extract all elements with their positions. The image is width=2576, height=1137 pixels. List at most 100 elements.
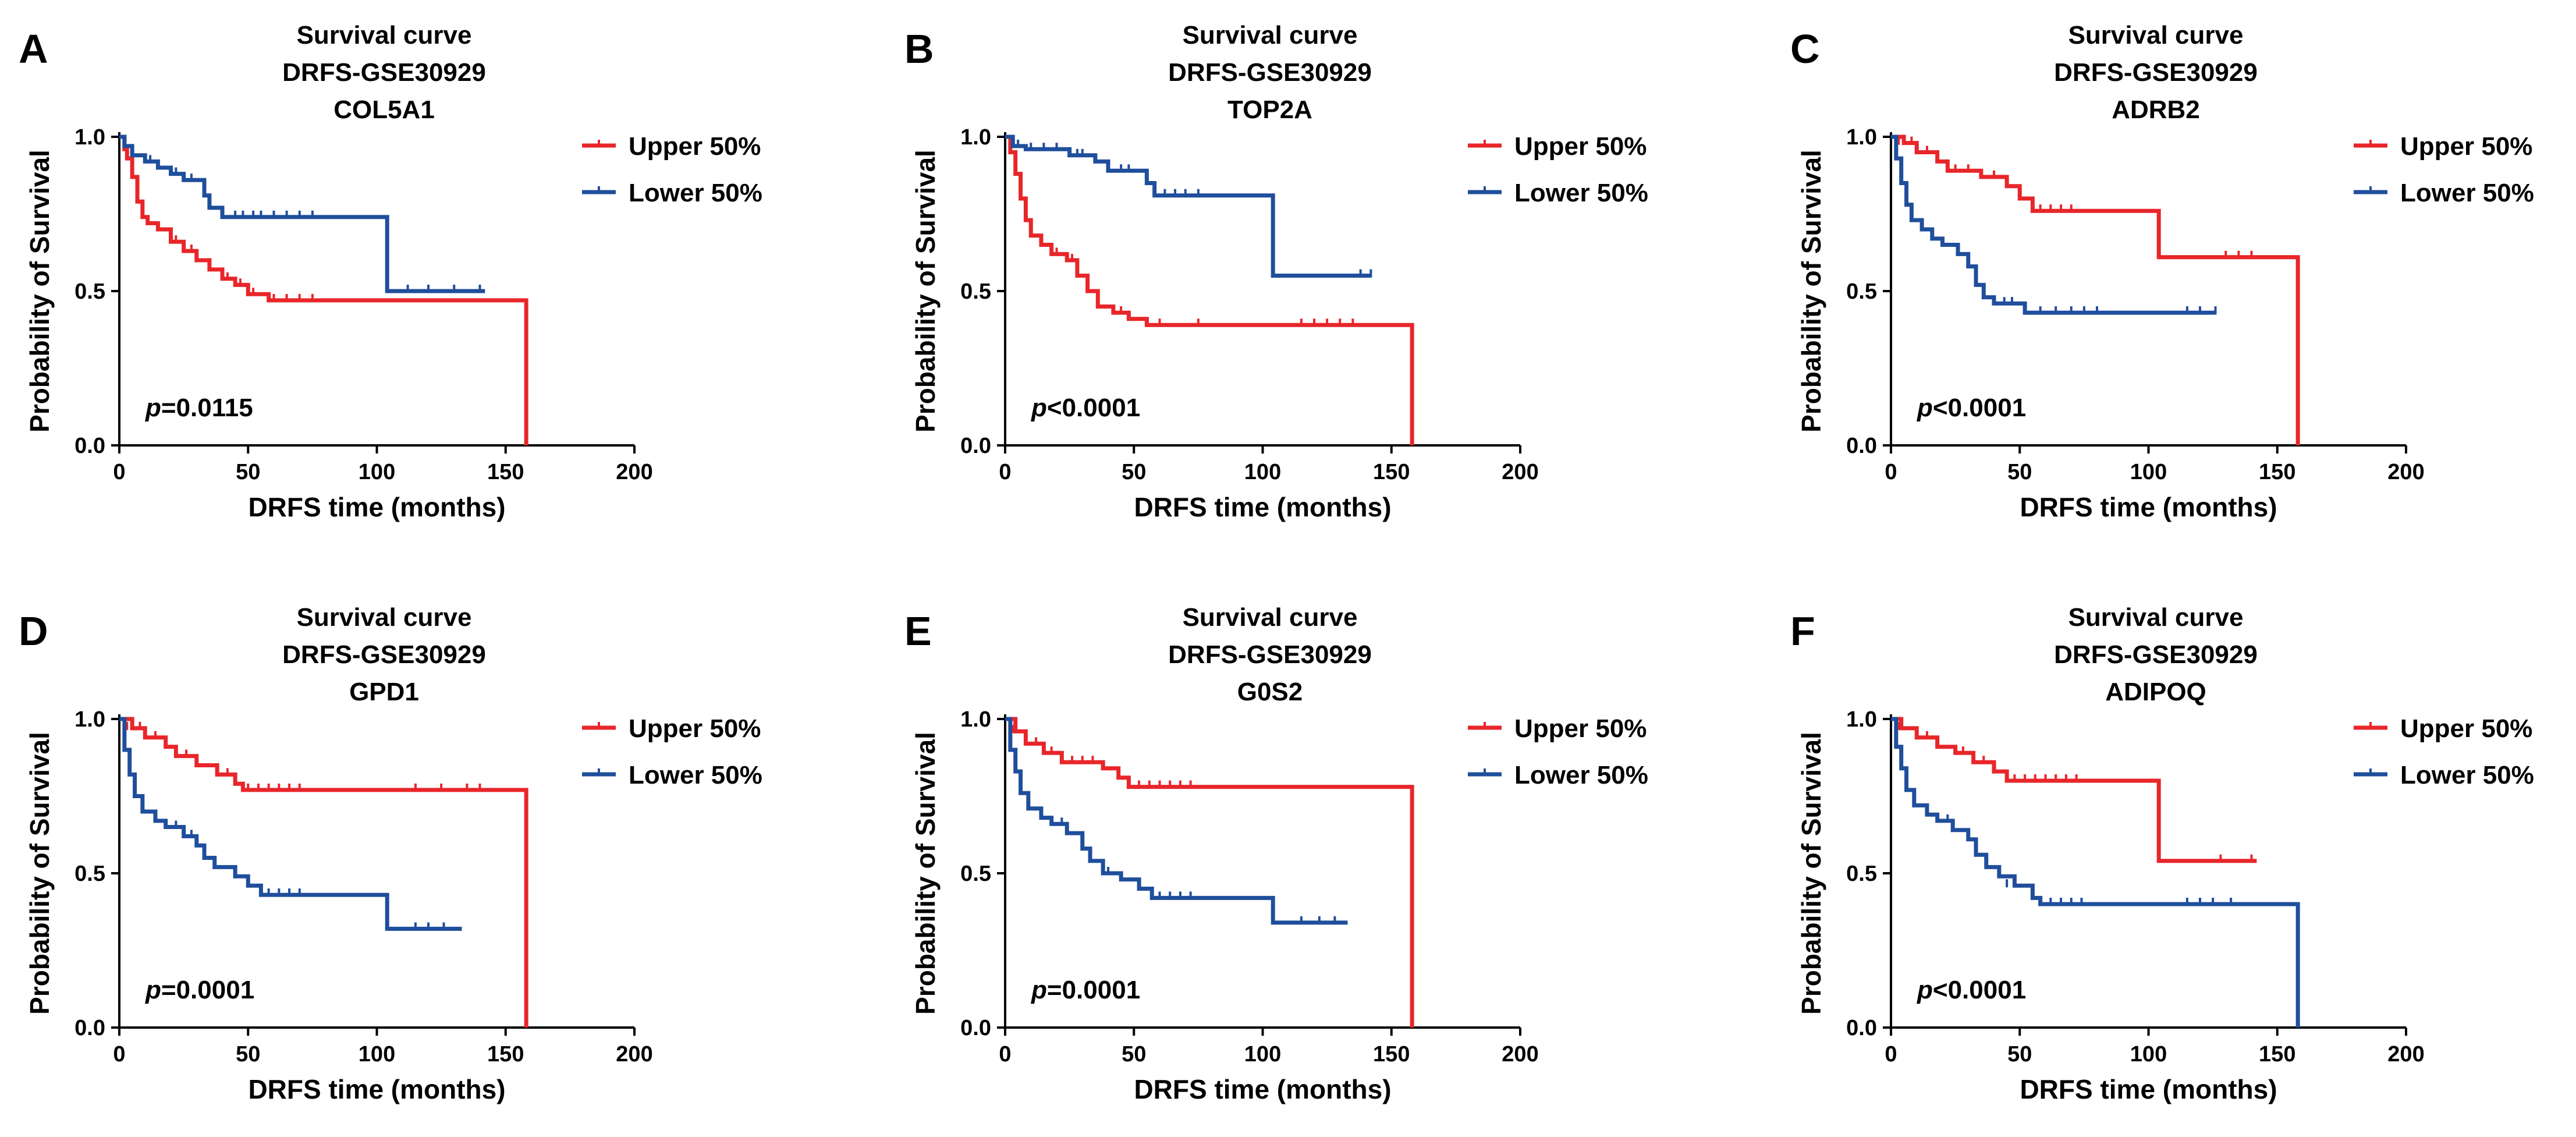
chart-title-line: DRFS-GSE30929 bbox=[282, 640, 486, 669]
p-value: p<0.0001 bbox=[1917, 394, 2026, 422]
x-tick-label: 100 bbox=[1244, 1042, 1281, 1067]
legend-label: Lower 50% bbox=[629, 761, 762, 789]
x-tick-label: 100 bbox=[2130, 460, 2167, 484]
legend-label: Upper 50% bbox=[1514, 132, 1647, 161]
p-value-number: =0.0001 bbox=[161, 976, 254, 1004]
p-value-symbol: p bbox=[1917, 394, 1933, 422]
p-value-symbol: p bbox=[145, 394, 161, 422]
upper-50-curve bbox=[1005, 134, 1414, 445]
x-tick-label: 200 bbox=[616, 460, 652, 484]
y-tick-label: 0.0 bbox=[1846, 1016, 1877, 1040]
y-tick-label: 0.0 bbox=[74, 1016, 105, 1040]
y-tick-label: 0.5 bbox=[1846, 862, 1877, 886]
p-value: p=0.0115 bbox=[145, 394, 253, 422]
panel-letter: C bbox=[1790, 26, 1820, 72]
legend-label: Upper 50% bbox=[2400, 132, 2532, 161]
chart-title-line: Survival curve bbox=[2068, 21, 2244, 49]
panel-a: A Survival curve DRFS-GSE30929 COL5A1 0 50 100… bbox=[19, 21, 762, 522]
legend-label: Upper 50% bbox=[1514, 714, 1647, 743]
y-tick-label: 0.5 bbox=[74, 279, 105, 304]
legend-label: Upper 50% bbox=[629, 132, 761, 161]
x-tick-label: 0 bbox=[999, 460, 1011, 484]
lower-50-curve bbox=[119, 717, 462, 931]
p-value-number: <0.0001 bbox=[1933, 394, 2026, 422]
y-tick-label: 1.0 bbox=[960, 707, 991, 732]
x-axis-label: DRFS time (months) bbox=[2020, 1074, 2277, 1104]
x-tick-label: 0 bbox=[1885, 460, 1897, 484]
upper-50-curve bbox=[119, 717, 528, 1028]
legend-label: Upper 50% bbox=[2400, 714, 2532, 743]
x-tick-label: 100 bbox=[359, 1042, 395, 1067]
y-axis-label: Probability of Survival bbox=[910, 732, 941, 1015]
lower-50-curve bbox=[1891, 134, 2216, 315]
panel-letter: D bbox=[19, 608, 48, 654]
legend-label: Lower 50% bbox=[1514, 761, 1648, 789]
x-tick-label: 150 bbox=[2259, 1042, 2295, 1067]
y-tick-label: 0.0 bbox=[960, 434, 991, 458]
panel-letter: A bbox=[19, 26, 48, 72]
x-axis-label: DRFS time (months) bbox=[1134, 492, 1391, 522]
panel-letter: E bbox=[904, 608, 932, 654]
chart-title-line: DRFS-GSE30929 bbox=[1168, 58, 1372, 87]
x-tick-label: 150 bbox=[1373, 460, 1410, 484]
p-value: p<0.0001 bbox=[1031, 394, 1140, 422]
y-tick-label: 1.0 bbox=[74, 707, 105, 732]
legend-label: Lower 50% bbox=[2400, 179, 2534, 207]
x-tick-label: 150 bbox=[487, 1042, 524, 1067]
panel-e: E Survival curve DRFS-GSE30929 G0S2 0 50 100 15… bbox=[904, 603, 1648, 1104]
x-axis-label: DRFS time (months) bbox=[1134, 1074, 1391, 1104]
x-axis-label: DRFS time (months) bbox=[248, 492, 505, 522]
y-axis-label: Probability of Survival bbox=[1796, 732, 1826, 1015]
legend-label: Upper 50% bbox=[629, 714, 761, 743]
y-tick-label: 0.5 bbox=[960, 862, 991, 886]
x-tick-label: 50 bbox=[1122, 460, 1146, 484]
p-value-number: =0.0115 bbox=[161, 394, 253, 422]
x-tick-label: 50 bbox=[1122, 1042, 1146, 1067]
x-tick-label: 200 bbox=[1502, 1042, 1538, 1067]
x-tick-label: 200 bbox=[616, 1042, 652, 1067]
panel-letter: B bbox=[904, 26, 934, 72]
upper-50-curve bbox=[1891, 717, 2257, 863]
chart-title-line: Survival curve bbox=[1183, 21, 1358, 49]
y-axis-label: Probability of Survival bbox=[910, 150, 941, 433]
legend-label: Lower 50% bbox=[629, 179, 762, 207]
chart-title-line: ADIPOQ bbox=[2105, 678, 2206, 706]
chart-title-line: GPD1 bbox=[349, 678, 419, 706]
lower-50-curve bbox=[1891, 717, 2300, 1028]
p-value-symbol: p bbox=[1031, 976, 1047, 1004]
chart-title-line: Survival curve bbox=[297, 603, 472, 632]
x-tick-label: 150 bbox=[2259, 460, 2295, 484]
legend-label: Lower 50% bbox=[1514, 179, 1648, 207]
panel-b: B Survival curve DRFS-GSE30929 TOP2A 0 50 100 1… bbox=[904, 21, 1648, 522]
panel-f: F Survival curve DRFS-GSE30929 ADIPOQ 0 50 100… bbox=[1790, 603, 2534, 1104]
y-tick-label: 0.5 bbox=[74, 862, 105, 886]
p-value-number: =0.0001 bbox=[1047, 976, 1140, 1004]
chart-title-line: DRFS-GSE30929 bbox=[282, 58, 486, 87]
x-tick-label: 0 bbox=[113, 1042, 125, 1067]
x-tick-label: 200 bbox=[2387, 1042, 2424, 1067]
chart-title-line: TOP2A bbox=[1227, 95, 1312, 124]
x-tick-label: 50 bbox=[236, 1042, 260, 1067]
x-tick-label: 150 bbox=[1373, 1042, 1410, 1067]
y-tick-label: 1.0 bbox=[1846, 707, 1877, 732]
x-axis-label: DRFS time (months) bbox=[2020, 492, 2277, 522]
y-tick-label: 0.0 bbox=[1846, 434, 1877, 458]
p-value-symbol: p bbox=[1917, 976, 1933, 1004]
panel-c: C Survival curve DRFS-GSE30929 ADRB2 0 50 100 1… bbox=[1790, 21, 2534, 522]
p-value-number: <0.0001 bbox=[1933, 976, 2026, 1004]
upper-50-curve bbox=[119, 134, 528, 445]
chart-title-line: DRFS-GSE30929 bbox=[1168, 640, 1372, 669]
x-tick-label: 0 bbox=[113, 460, 125, 484]
y-axis-label: Probability of Survival bbox=[24, 150, 55, 433]
p-value: p=0.0001 bbox=[145, 976, 254, 1004]
lower-50-curve bbox=[119, 134, 485, 293]
x-tick-label: 100 bbox=[2130, 1042, 2167, 1067]
p-value: p=0.0001 bbox=[1031, 976, 1140, 1004]
chart-title-line: G0S2 bbox=[1237, 678, 1303, 706]
p-value-number: <0.0001 bbox=[1047, 394, 1140, 422]
x-tick-label: 100 bbox=[359, 460, 395, 484]
p-value-symbol: p bbox=[1031, 394, 1047, 422]
chart-title-line: COL5A1 bbox=[333, 95, 435, 124]
panel-d: D Survival curve DRFS-GSE30929 GPD1 0 50 100 15… bbox=[19, 603, 762, 1104]
x-tick-label: 0 bbox=[1885, 1042, 1897, 1067]
